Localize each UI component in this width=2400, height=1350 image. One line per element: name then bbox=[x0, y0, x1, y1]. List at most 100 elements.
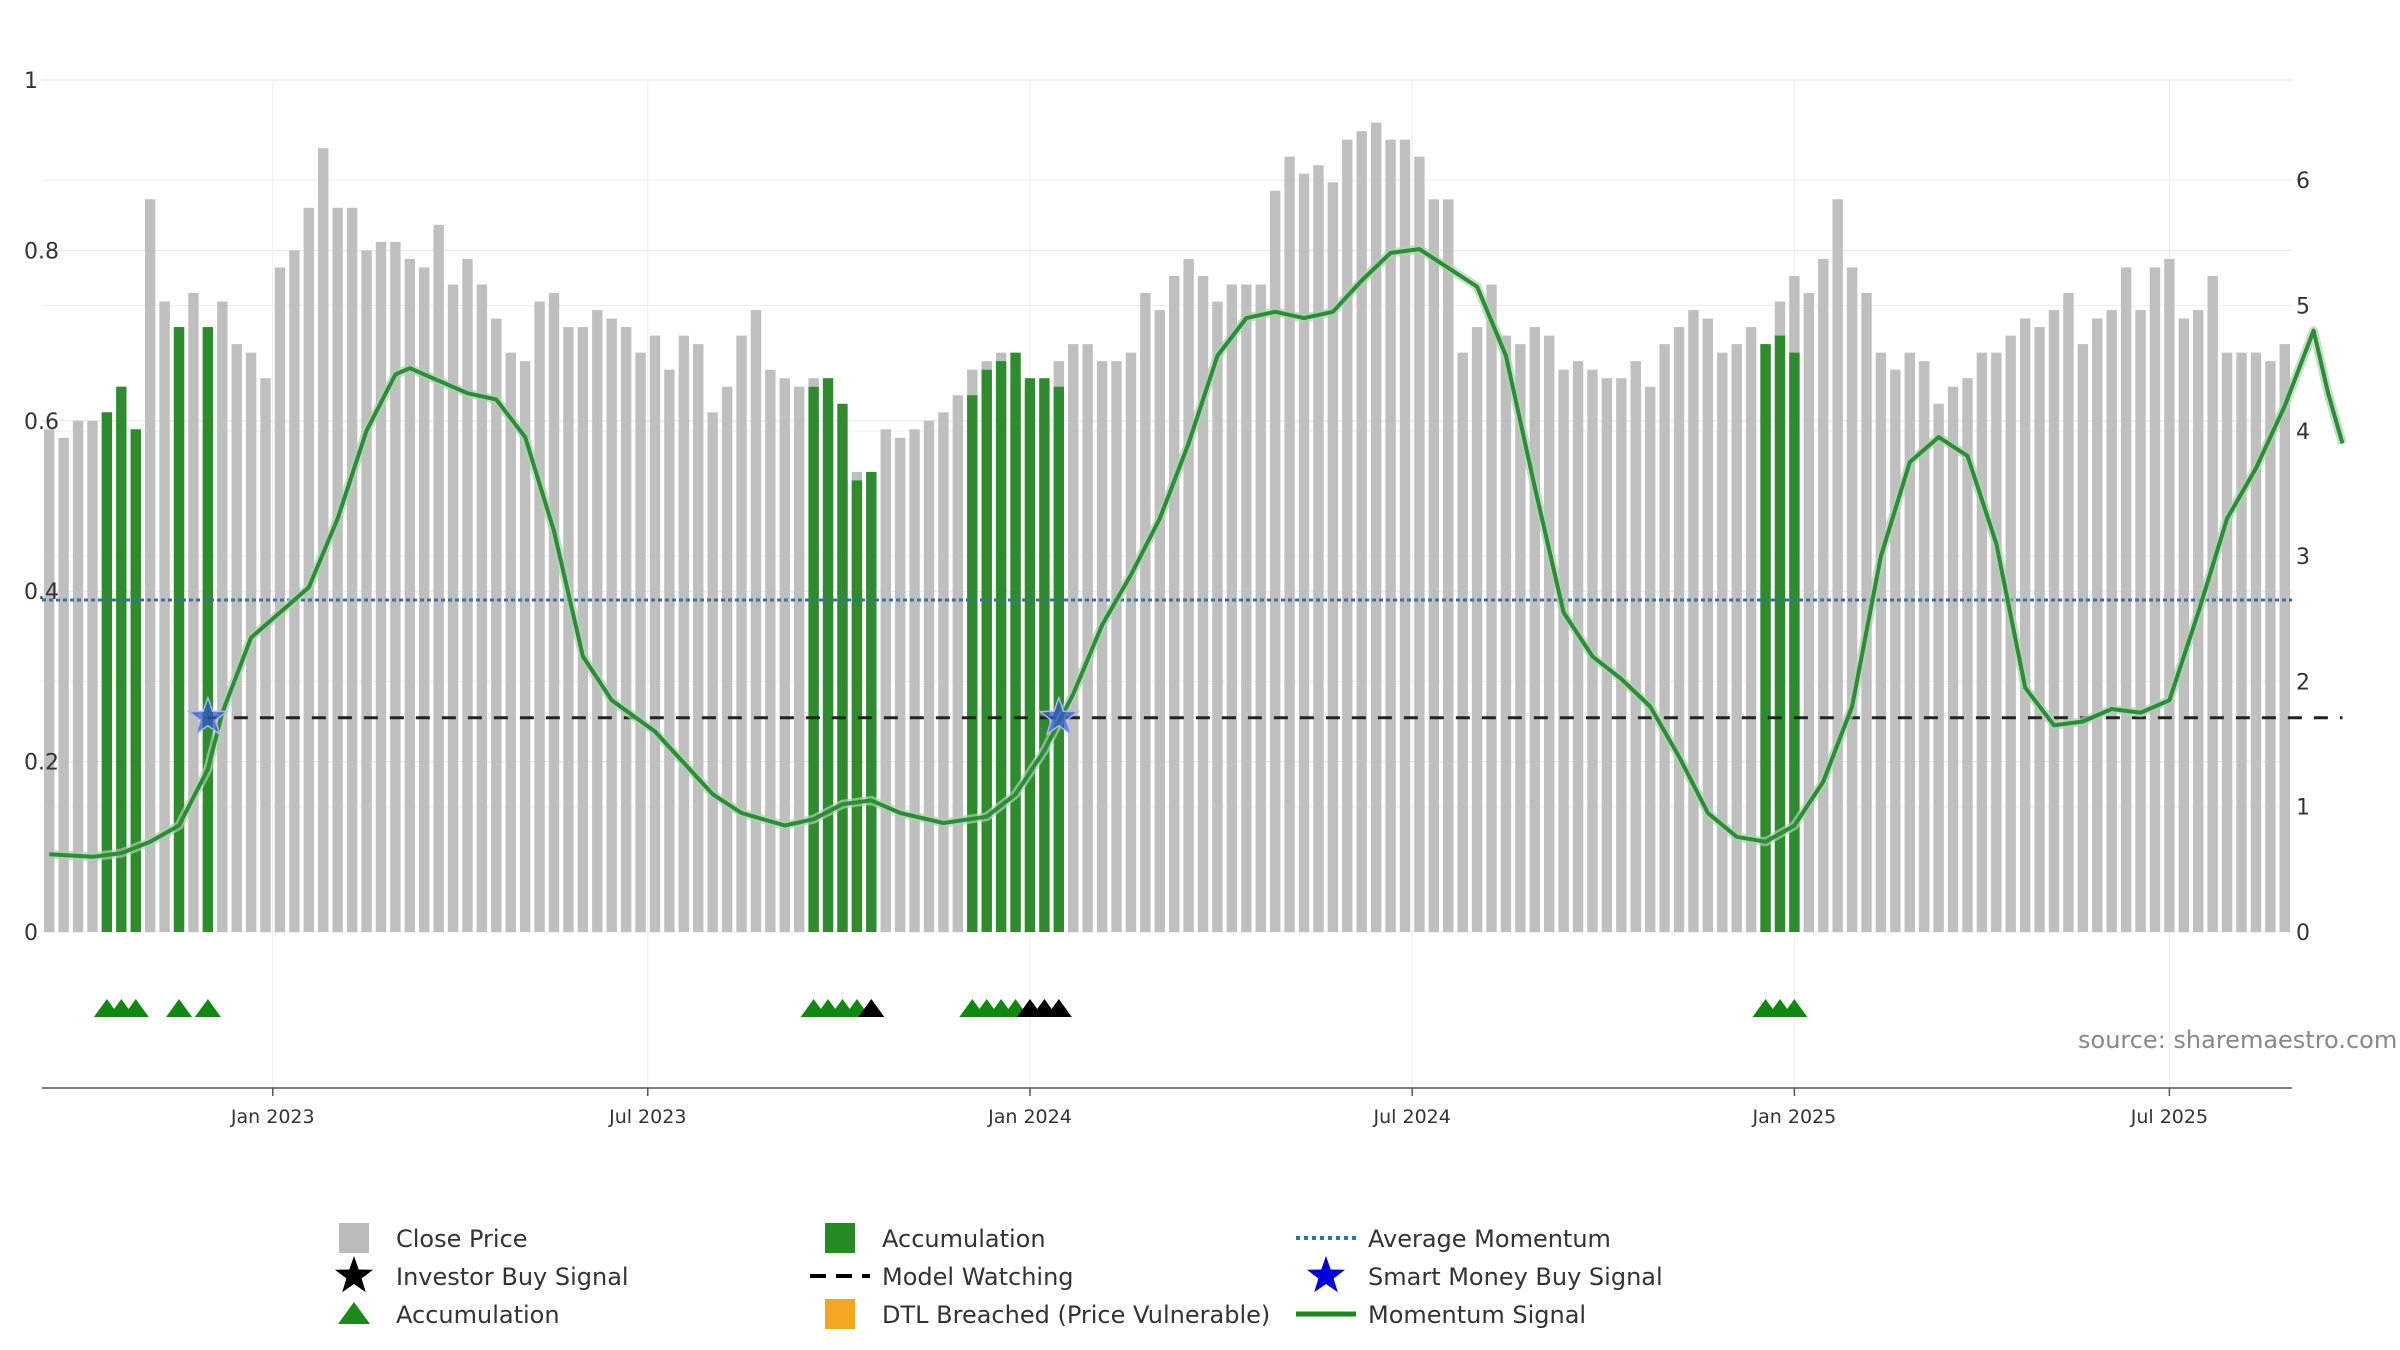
close-price-bar bbox=[1558, 369, 1569, 932]
close-price-bar bbox=[1529, 327, 1540, 933]
accumulation-bar bbox=[1024, 378, 1036, 932]
close-price-bar bbox=[1212, 301, 1223, 932]
legend-label: Momentum Signal bbox=[1368, 1301, 1586, 1329]
close-price-bar bbox=[1370, 122, 1382, 933]
accumulation-bar bbox=[866, 471, 877, 932]
close-price-bar bbox=[231, 344, 242, 932]
legend-label: Average Momentum bbox=[1368, 1225, 1611, 1253]
axes bbox=[42, 1087, 2292, 1096]
close-price-bar bbox=[620, 327, 632, 933]
legend-label: Smart Money Buy Signal bbox=[1368, 1263, 1663, 1291]
close-price-bar bbox=[1125, 352, 1137, 932]
close-price-bar bbox=[1818, 258, 1829, 932]
close-price-bar bbox=[491, 318, 502, 932]
accumulation-bar bbox=[822, 378, 834, 932]
x-tick-label: Jul 2024 bbox=[1373, 1106, 1451, 1128]
close-price-bar bbox=[1616, 378, 1627, 932]
close-price-bar bbox=[188, 293, 199, 932]
left-tick-label: 1 bbox=[24, 69, 38, 94]
close-price-bar bbox=[2120, 267, 2132, 932]
close-price-bar bbox=[1688, 310, 1699, 932]
close-price-bar bbox=[1904, 352, 1915, 932]
close-price-bar bbox=[707, 412, 718, 932]
close-price-bar bbox=[2265, 361, 2276, 932]
close-price-bar bbox=[563, 327, 574, 933]
legend-label: Accumulation bbox=[882, 1225, 1046, 1253]
close-price-bar bbox=[1644, 386, 1656, 933]
close-price-bar bbox=[1327, 182, 1339, 933]
close-price-bar bbox=[2106, 310, 2117, 932]
close-price-bar bbox=[1745, 327, 1757, 933]
close-price-bar bbox=[1500, 335, 1512, 933]
close-price-bar bbox=[476, 284, 488, 933]
accumulation-bar bbox=[130, 429, 141, 932]
close-price-bar bbox=[678, 335, 690, 933]
legend: Close Price Investor Buy Signal Accumulati… bbox=[335, 1223, 1663, 1329]
legend-item: Model Watching bbox=[810, 1263, 1074, 1291]
accumulation-bar bbox=[837, 403, 848, 932]
accumulation-bar bbox=[1010, 352, 1021, 932]
close-price-bar bbox=[1962, 378, 1973, 932]
close-price-bar bbox=[2236, 352, 2247, 932]
signal-lines bbox=[42, 244, 2347, 862]
accumulation-bar bbox=[101, 412, 113, 932]
close-price-bar bbox=[736, 335, 747, 933]
close-price-bars bbox=[44, 122, 2290, 933]
legend-label: Accumulation bbox=[396, 1301, 560, 1329]
legend-item: Momentum Signal bbox=[1296, 1301, 1586, 1329]
close-price-bar bbox=[1342, 139, 1353, 932]
close-price-bar bbox=[2221, 352, 2233, 932]
close-price-bar bbox=[346, 207, 358, 933]
close-price-bar bbox=[1140, 293, 1151, 932]
close-price-bar bbox=[1457, 352, 1468, 932]
close-price-bar bbox=[1169, 275, 1180, 933]
left-tick-label: 0.2 bbox=[24, 751, 59, 776]
legend-swatch-star bbox=[1307, 1256, 1345, 1293]
close-price-bar bbox=[938, 412, 949, 932]
close-price-bar bbox=[1428, 199, 1440, 932]
close-price-bar bbox=[1471, 327, 1483, 933]
x-tick-label: Jan 2025 bbox=[1752, 1106, 1837, 1128]
close-price-bar bbox=[1991, 352, 2002, 932]
right-tick-label: 4 bbox=[2296, 420, 2310, 445]
close-price-bar bbox=[765, 369, 776, 932]
close-price-bar bbox=[635, 352, 646, 932]
accumulation-bar bbox=[967, 395, 978, 932]
close-price-bar bbox=[332, 207, 343, 933]
close-price-bar bbox=[1832, 199, 1843, 932]
close-price-bar bbox=[1702, 318, 1714, 932]
right-tick-label: 5 bbox=[2296, 295, 2310, 320]
signal-markers bbox=[93, 999, 1808, 1017]
legend-item: Smart Money Buy Signal bbox=[1307, 1256, 1663, 1293]
close-price-bar bbox=[318, 148, 329, 932]
close-price-bar bbox=[750, 310, 762, 932]
close-price-bar bbox=[462, 258, 473, 932]
close-price-bar bbox=[2077, 344, 2089, 932]
close-price-bar bbox=[1313, 165, 1324, 932]
close-price-bar bbox=[1082, 344, 1093, 932]
close-price-bar bbox=[419, 267, 430, 932]
close-price-bar bbox=[1601, 378, 1613, 932]
close-price-bar bbox=[217, 301, 228, 932]
legend-swatch-square bbox=[825, 1299, 855, 1329]
close-price-bar bbox=[72, 420, 84, 932]
accumulation-bar bbox=[1053, 386, 1065, 933]
close-price-bar bbox=[361, 250, 372, 932]
close-price-bar bbox=[2250, 352, 2262, 932]
close-price-bar bbox=[1659, 344, 1670, 932]
accumulation-bar bbox=[995, 361, 1007, 932]
accumulation-bar bbox=[202, 327, 214, 933]
legend-item: Close Price bbox=[339, 1223, 528, 1253]
accumulation-bar bbox=[1760, 344, 1771, 932]
close-price-bar bbox=[794, 386, 805, 933]
close-price-bar bbox=[58, 437, 69, 932]
legend-item: Accumulation bbox=[338, 1301, 560, 1329]
close-price-bar bbox=[1385, 139, 1396, 932]
close-price-bar bbox=[433, 224, 444, 933]
close-price-bar bbox=[274, 267, 286, 932]
close-price-bar bbox=[1414, 156, 1425, 932]
close-price-bar bbox=[952, 395, 964, 932]
close-price-bar bbox=[375, 241, 387, 932]
close-price-bar bbox=[1673, 327, 1685, 933]
close-price-bar bbox=[1515, 344, 1526, 932]
